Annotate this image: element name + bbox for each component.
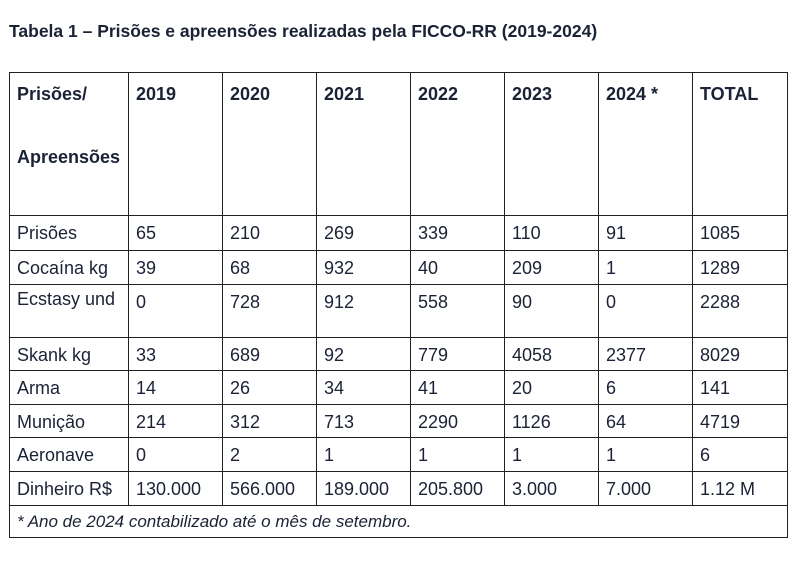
table-cell: 339 (410, 215, 505, 251)
table-cell: 0 (598, 284, 693, 338)
table-cell: 1 (598, 250, 693, 285)
table-cell: 713 (316, 404, 411, 438)
table-cell: 26 (222, 370, 317, 405)
table-cell: 1 (410, 437, 505, 472)
table-cell: 110 (504, 215, 599, 251)
table-cell: 92 (316, 337, 411, 371)
table-cell: 1289 (692, 250, 788, 285)
table-cell: 558 (410, 284, 505, 338)
table-cell: 0 (128, 284, 223, 338)
table-cell: 728 (222, 284, 317, 338)
table-cell: 4058 (504, 337, 599, 371)
table-cell: 209 (504, 250, 599, 285)
data-table: Prisões/ Apreensões 2019 2020 2021 2022 … (9, 72, 788, 538)
table-cell: 912 (316, 284, 411, 338)
header-cell-category: Prisões/ Apreensões (9, 72, 129, 216)
table-cell: 20 (504, 370, 599, 405)
table-cell: 68 (222, 250, 317, 285)
row-label: Skank kg (9, 337, 129, 371)
header-cell-year: 2022 (410, 72, 505, 216)
table-cell: 269 (316, 215, 411, 251)
table-cell: 91 (598, 215, 693, 251)
header-cell-year: 2020 (222, 72, 317, 216)
table-cell: 14 (128, 370, 223, 405)
row-label: Aeronave (9, 437, 129, 472)
row-label: Prisões (9, 215, 129, 251)
header-row: Prisões/ Apreensões 2019 2020 2021 2022 … (9, 72, 788, 216)
table-cell: 312 (222, 404, 317, 438)
table-cell: 141 (692, 370, 788, 405)
header-cell-total: TOTAL (692, 72, 788, 216)
table-cell: 8029 (692, 337, 788, 371)
table-cell: 130.000 (128, 471, 223, 506)
table-row: Cocaína kg 39 68 932 40 209 1 1289 (9, 250, 788, 285)
header-cell-year: 2023 (504, 72, 599, 216)
table-cell: 4719 (692, 404, 788, 438)
row-label: Cocaína kg (9, 250, 129, 285)
table-cell: 689 (222, 337, 317, 371)
table-row: Arma 14 26 34 41 20 6 141 (9, 370, 788, 405)
table-row: Prisões 65 210 269 339 110 91 1085 (9, 215, 788, 251)
footnote-row: * Ano de 2024 contabilizado até o mês de… (9, 505, 788, 538)
table-cell: 65 (128, 215, 223, 251)
table-cell: 64 (598, 404, 693, 438)
header-line1: Prisões/ (17, 84, 88, 104)
table-cell: 2288 (692, 284, 788, 338)
table-cell: 214 (128, 404, 223, 438)
row-label: Arma (9, 370, 129, 405)
table-cell: 205.800 (410, 471, 505, 506)
table-cell: 90 (504, 284, 599, 338)
table-cell: 1 (316, 437, 411, 472)
table-row: Dinheiro R$ 130.000 566.000 189.000 205.800 3… (9, 471, 788, 506)
table-cell: 2377 (598, 337, 693, 371)
table-cell: 41 (410, 370, 505, 405)
table-title: Tabela 1 – Prisões e apreensões realizad… (9, 21, 598, 41)
table-row: Skank kg 33 689 92 779 4058 2377 8029 (9, 337, 788, 371)
header-cell-year: 2024 * (598, 72, 693, 216)
table-row: Aeronave 0 2 1 1 1 1 6 (9, 437, 788, 472)
table-cell: 2290 (410, 404, 505, 438)
table-cell: 7.000 (598, 471, 693, 506)
table-cell: 566.000 (222, 471, 317, 506)
table-cell: 1 (598, 437, 693, 472)
table-cell: 210 (222, 215, 317, 251)
table-cell: 1126 (504, 404, 599, 438)
header-cell-year: 2021 (316, 72, 411, 216)
table-row: Munição 214 312 713 2290 1126 64 4719 (9, 404, 788, 438)
footnote: * Ano de 2024 contabilizado até o mês de… (9, 505, 788, 538)
table-cell: 189.000 (316, 471, 411, 506)
table-cell: 34 (316, 370, 411, 405)
table-cell: 932 (316, 250, 411, 285)
header-cell-year: 2019 (128, 72, 223, 216)
table-cell: 1085 (692, 215, 788, 251)
table-cell: 779 (410, 337, 505, 371)
header-line2: Apreensões (17, 147, 121, 167)
table-cell: 40 (410, 250, 505, 285)
row-label: Dinheiro R$ (9, 471, 129, 506)
table-cell: 2 (222, 437, 317, 472)
table-cell: 39 (128, 250, 223, 285)
table-cell: 6 (692, 437, 788, 472)
table-cell: 3.000 (504, 471, 599, 506)
row-label: Munição (9, 404, 129, 438)
table-cell: 1 (504, 437, 599, 472)
table-cell: 0 (128, 437, 223, 472)
table-cell: 33 (128, 337, 223, 371)
row-label: Ecstasy und (9, 284, 129, 338)
table-cell: 6 (598, 370, 693, 405)
table-row: Ecstasy und 0 728 912 558 90 0 2288 (9, 284, 788, 338)
table-cell: 1.12 M (692, 471, 788, 506)
